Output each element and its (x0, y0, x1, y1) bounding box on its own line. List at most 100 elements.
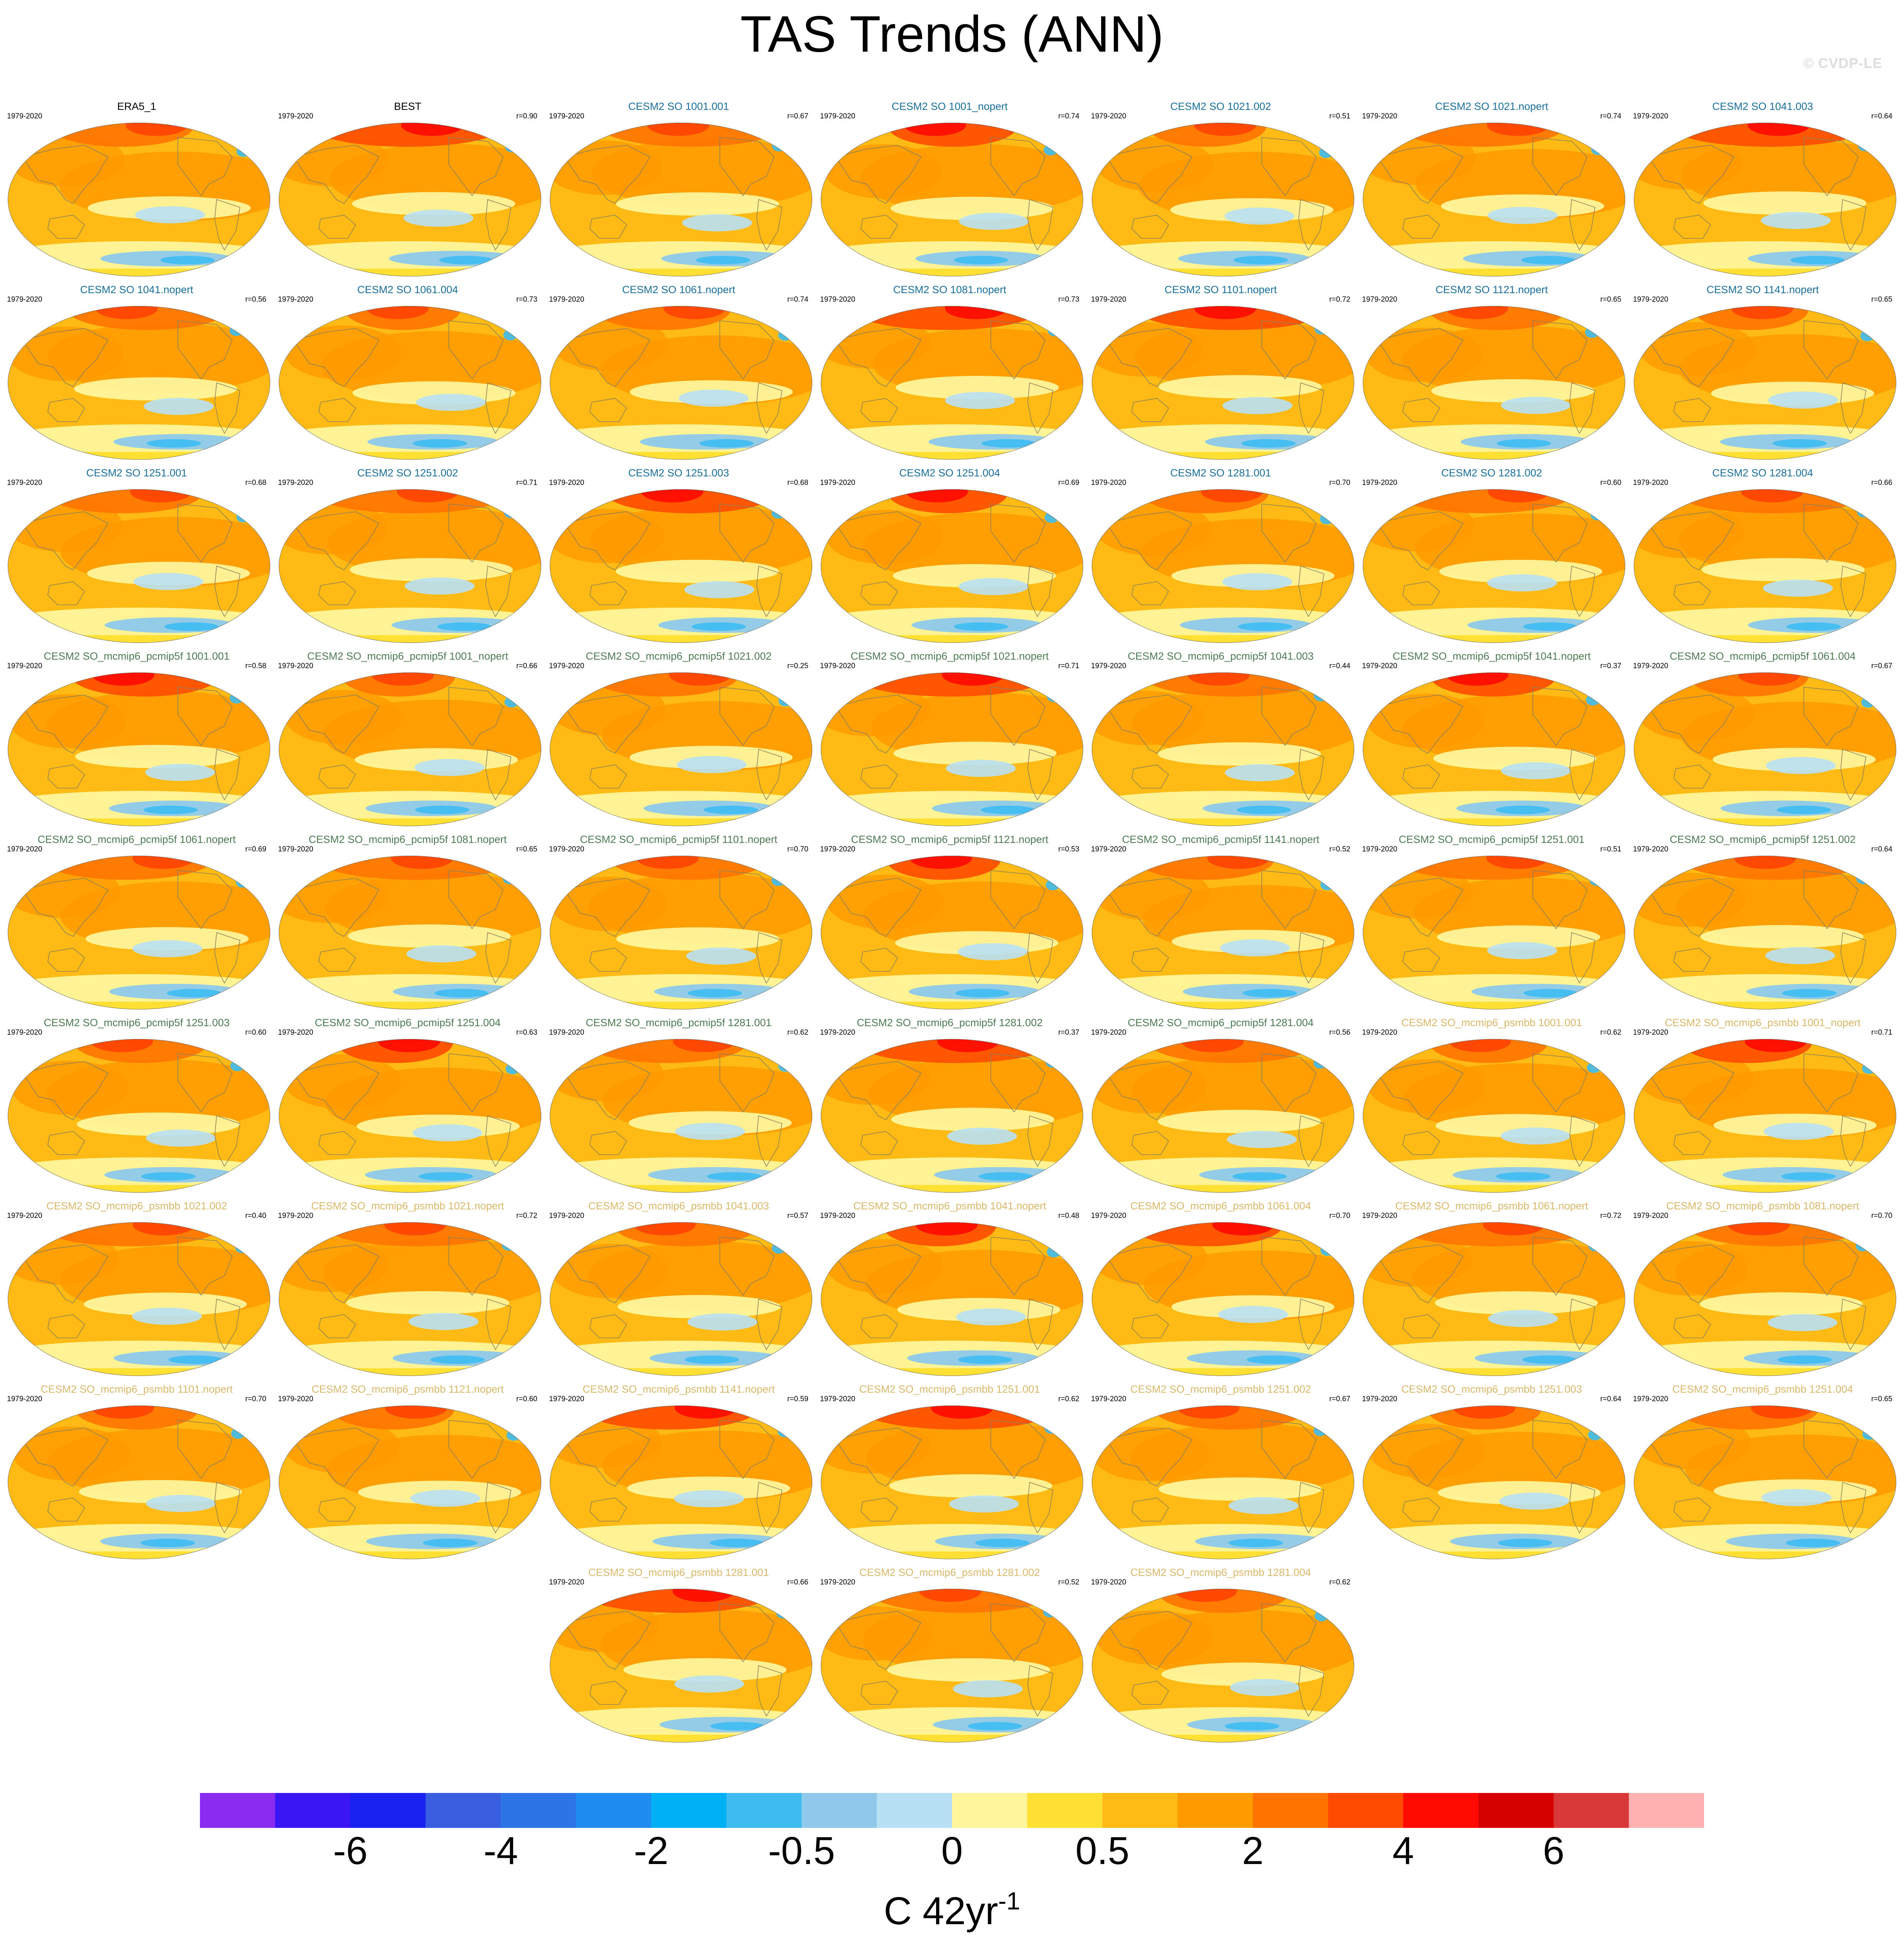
panel-period: 1979-2020 (1091, 1212, 1126, 1220)
antarctic-warming (550, 1002, 812, 1009)
coastline-greenland (777, 1046, 798, 1060)
coastline-asia (22, 1244, 109, 1304)
moderate-warming-band (826, 509, 943, 564)
panel-period: 1979-2020 (820, 1028, 855, 1037)
coastline-asia (22, 1061, 109, 1121)
panel-title: CESM2 SO_mcmip6_psmbb 1251.001 (859, 1383, 1040, 1395)
coastline-south-america (1840, 1298, 1866, 1350)
coastline-north-america (1261, 1420, 1317, 1479)
figure-title: TAS Trends (ANN) (740, 5, 1164, 63)
panel-period: 1979-2020 (549, 662, 584, 670)
antarctic-warming (279, 635, 541, 643)
coastline-north-america (990, 870, 1046, 929)
arctic-warming (1396, 1222, 1592, 1246)
arctic-hotspot (1194, 306, 1256, 319)
coastline-south-america (1840, 932, 1866, 984)
arctic-hotspot (1207, 856, 1270, 869)
coastline-australia (1131, 948, 1169, 972)
coastline-south-america (1569, 1115, 1595, 1167)
north-atlantic-cooling (1862, 1063, 1876, 1074)
coastline-north-america (1803, 687, 1859, 746)
arctic-warming (1143, 672, 1323, 697)
coastline-australia (1131, 1314, 1169, 1338)
colorbar-swatch (1478, 1793, 1554, 1828)
antarctic-warming (550, 1735, 812, 1742)
coastline-north-america (1803, 504, 1859, 563)
arctic-hotspot (401, 123, 463, 136)
panel-title: CESM2 SO_mcmip6_psmbb 1101.nopert (40, 1383, 233, 1395)
east-pacific-cooling (947, 1127, 1017, 1145)
southern-ocean-cooling-core (412, 439, 467, 448)
antarctic-warming (8, 1551, 270, 1559)
coastline-north-america (177, 1420, 233, 1479)
panel-title: CESM2 SO 1001.001 (628, 101, 729, 112)
panel-title: CESM2 SO_mcmip6_pcmip5f 1251.001 (1398, 834, 1585, 845)
coastline-greenland (1319, 679, 1340, 693)
moderate-warming-band (1369, 1424, 1485, 1478)
units-base: C 42yr (884, 1889, 998, 1933)
trend-map (279, 123, 541, 276)
trend-map (1092, 856, 1354, 1009)
southern-ocean-cooling-core (1522, 1355, 1577, 1364)
panel-period: 1979-2020 (1091, 662, 1126, 670)
coastline-asia (1106, 878, 1193, 937)
north-atlantic-cooling (235, 1242, 249, 1253)
antarctic-warming (550, 269, 812, 276)
tropical-pacific-weak (350, 558, 513, 582)
tropical-pacific-weak (1700, 925, 1864, 949)
east-pacific-cooling (410, 1490, 480, 1507)
map-panel: CESM2 SO_mcmip6_psmbb 1021.nopert 1979-20… (273, 1200, 543, 1379)
colorbar-tick-label: 0.5 (1075, 1829, 1129, 1873)
colorbar-tick-label: 6 (1543, 1829, 1565, 1873)
arctic-warming (68, 306, 228, 330)
antarctic-warming (279, 818, 541, 826)
pattern-correlation: r=0.53 (1058, 845, 1079, 853)
colorbar-tick-label: 2 (1242, 1829, 1264, 1873)
coastline-south-america (756, 1665, 782, 1717)
trend-map (8, 123, 270, 276)
trend-map (550, 1405, 812, 1559)
coastline-australia (1131, 1681, 1169, 1705)
east-pacific-cooling (1230, 1679, 1300, 1696)
east-pacific-cooling (945, 392, 1015, 409)
coastline-north-america (1803, 1420, 1859, 1479)
southern-ocean-cooling-core (954, 256, 1008, 264)
panel-title: CESM2 SO 1251.002 (357, 467, 458, 479)
coastline-north-america (990, 1053, 1046, 1113)
coastline-australia (860, 581, 898, 605)
north-atlantic-cooling (772, 140, 786, 151)
panel-period: 1979-2020 (820, 112, 855, 120)
colorbar-swatch (1102, 1793, 1178, 1828)
coastline-australia (860, 1131, 898, 1155)
panel-period: 1979-2020 (1362, 112, 1397, 120)
panel-period: 1979-2020 (1633, 845, 1668, 853)
arctic-warming (1149, 1039, 1316, 1063)
panel-title: CESM2 SO 1001_nopert (891, 101, 1008, 112)
coastline-greenland (1861, 679, 1882, 693)
southern-ocean-cooling-core (958, 1355, 1013, 1364)
coastline-north-america (719, 1053, 775, 1113)
arctic-hotspot (132, 856, 195, 869)
north-atlantic-cooling (503, 873, 517, 884)
panel-period: 1979-2020 (549, 1212, 584, 1220)
coastline-australia (47, 764, 85, 789)
panel-title: CESM2 SO_mcmip6_pcmip5f 1141.nopert (1122, 834, 1320, 845)
north-atlantic-cooling (1858, 140, 1872, 151)
panel-title: CESM2 SO 1251.004 (899, 467, 1000, 479)
moderate-warming-band (1369, 1059, 1485, 1114)
east-pacific-cooling (1499, 1492, 1569, 1510)
colorbar-swatch (877, 1793, 952, 1828)
coastline-south-america (1027, 1115, 1053, 1167)
coastline-north-america (177, 870, 233, 929)
pattern-correlation: r=0.56 (1329, 1028, 1350, 1037)
map-panel: CESM2 SO_mcmip6_psmbb 1041.003 1979-2020 r… (544, 1200, 814, 1379)
southern-ocean-cooling-core (968, 1722, 1022, 1730)
coastline-north-america (990, 687, 1046, 746)
coastline-asia (1648, 328, 1735, 387)
arctic-warming (1395, 856, 1584, 880)
north-atlantic-cooling (1313, 690, 1328, 702)
panel-period: 1979-2020 (1091, 112, 1126, 120)
coastline-australia (1402, 1314, 1440, 1338)
tropical-pacific-weak (1700, 1292, 1863, 1316)
colorbar-swatch (200, 1793, 276, 1828)
